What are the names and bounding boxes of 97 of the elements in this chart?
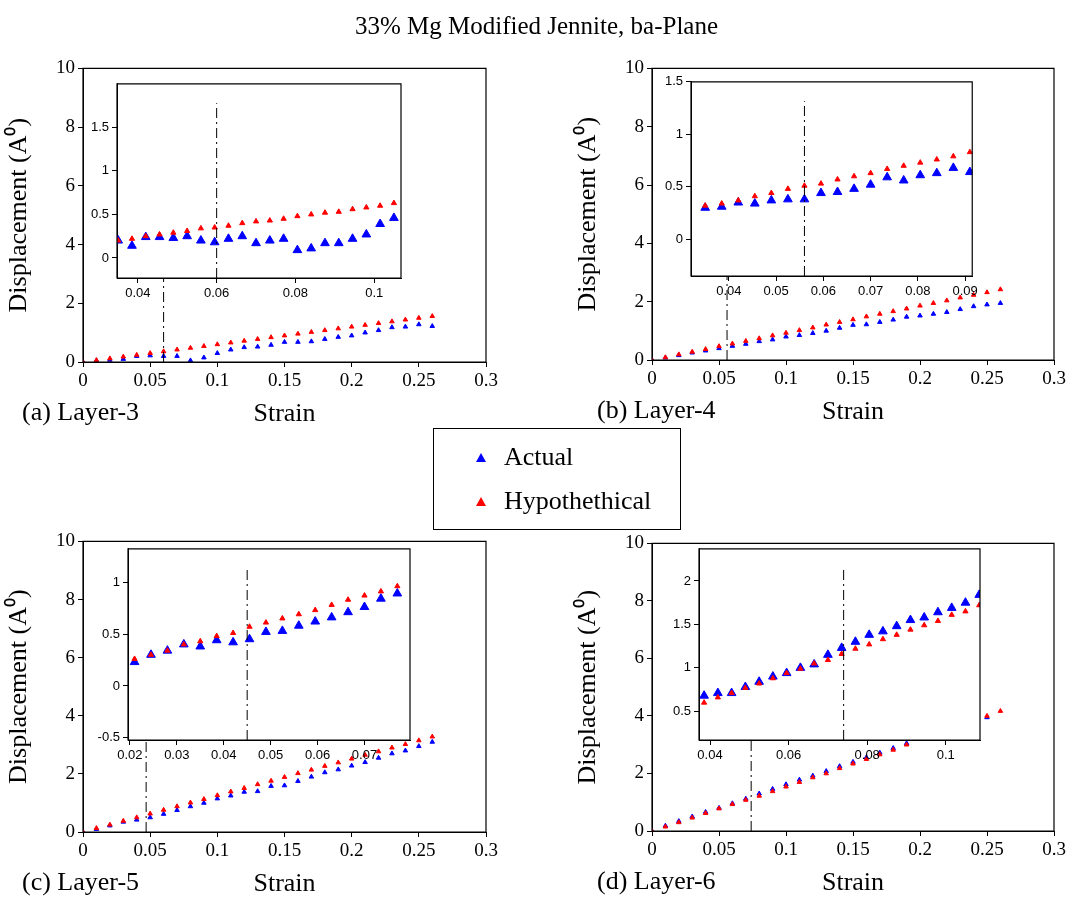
x-tick-label: 0.25 xyxy=(402,839,436,861)
y-tick-label: 10 xyxy=(625,56,644,78)
x-axis-title: Strain xyxy=(821,396,885,426)
y-tick-label: 1 xyxy=(101,162,109,178)
x-tick-label: 0.07 xyxy=(857,283,884,299)
y-tick-label: 10 xyxy=(625,531,644,553)
legend-label: Hypothethical xyxy=(504,486,652,516)
x-tick-label: 0.15 xyxy=(836,838,870,860)
x-tick-label: 0.06 xyxy=(775,747,802,763)
x-tick-label: 0.08 xyxy=(282,285,309,301)
x-tick-label: 0.1 xyxy=(774,367,798,389)
y-tick-label: 6 xyxy=(65,173,75,195)
y-tick-label: 8 xyxy=(634,114,644,136)
y-tick-label: 2 xyxy=(65,761,75,783)
y-tick-label: 0 xyxy=(634,818,644,840)
text: (a) Layer-3 xyxy=(22,397,140,426)
x-tick-label: 0.1 xyxy=(936,747,955,763)
y-tick-label: 2 xyxy=(634,289,644,311)
x-axis-title: Strain xyxy=(253,868,316,898)
y-tick-label: 1 xyxy=(112,573,120,589)
x-tick-label: 0.04 xyxy=(697,747,723,763)
y-tick-label: 0 xyxy=(634,347,644,369)
x-axis-title: Strain xyxy=(253,398,316,428)
x-tick-label: 0.3 xyxy=(474,839,498,861)
y-tick-label: 0.5 xyxy=(101,625,120,641)
y-tick-label: 6 xyxy=(634,646,644,668)
x-tick-label: 0.05 xyxy=(133,369,167,391)
y-tick-label: 1.5 xyxy=(90,118,109,134)
x-tick-label: 0.06 xyxy=(204,285,230,301)
y-axis-title: Displacement (A⁰) xyxy=(572,116,602,312)
y-tick-label: -0.5 xyxy=(97,729,120,745)
x-tick-label: 0.04 xyxy=(125,285,151,301)
x-tick-label: 0.2 xyxy=(339,369,364,391)
y-axis-title: Displacement (A⁰) xyxy=(3,589,33,784)
y-tick-label: 2 xyxy=(634,761,644,783)
x-axis-title: Strain xyxy=(821,867,885,897)
x-tick-label: 0.05 xyxy=(257,747,284,763)
x-tick-label: 0.05 xyxy=(763,283,789,299)
y-tick-label: 0 xyxy=(101,249,109,265)
x-tick-label: 0.15 xyxy=(267,839,302,861)
y-axis-title: Displacement (A⁰) xyxy=(572,589,602,785)
x-tick-label: 0.06 xyxy=(304,747,331,763)
x-tick-label: 0.25 xyxy=(402,369,436,391)
x-tick-label: 0.05 xyxy=(133,839,167,861)
x-tick-label: 0.15 xyxy=(267,369,302,391)
y-tick-label: 4 xyxy=(634,231,645,253)
y-tick-label: 10 xyxy=(56,529,75,551)
text: (b) Layer-4 xyxy=(597,395,716,424)
y-tick-label: 0 xyxy=(112,677,120,693)
y-tick-label: 8 xyxy=(634,588,644,610)
y-tick-label: 1 xyxy=(683,659,691,675)
x-tick-label: 0.1 xyxy=(205,369,230,391)
x-tick-label: 0.08 xyxy=(905,283,931,299)
x-tick-label: 0.2 xyxy=(908,838,932,860)
x-tick-label: 0.09 xyxy=(952,283,978,299)
text: (c) Layer-5 xyxy=(22,867,140,896)
y-tick-label: 8 xyxy=(65,587,75,609)
x-tick-label: 0.04 xyxy=(716,283,742,299)
x-tick-label: 0.1 xyxy=(365,285,384,301)
y-tick-label: 0 xyxy=(65,349,75,371)
y-tick-label: 2 xyxy=(65,291,75,313)
y-tick-label: 0.5 xyxy=(664,178,683,194)
x-tick-label: 0.1 xyxy=(774,838,798,860)
x-tick-label: 0.06 xyxy=(810,283,836,299)
x-tick-label: 0.1 xyxy=(205,839,230,861)
y-tick-label: 0.5 xyxy=(672,702,691,718)
legend-label: Actual xyxy=(504,442,574,472)
x-tick-label: 0.03 xyxy=(164,747,190,763)
x-tick-label: 0.3 xyxy=(1042,838,1066,860)
y-tick-label: 4 xyxy=(65,703,76,725)
x-tick-label: 0.25 xyxy=(970,838,1004,860)
x-tick-label: 0.05 xyxy=(702,367,736,389)
x-tick-label: 0.25 xyxy=(970,367,1004,389)
y-tick-label: 2 xyxy=(683,572,691,588)
y-tick-label: 1.5 xyxy=(664,73,683,89)
y-tick-label: 4 xyxy=(634,703,645,725)
x-tick-label: 0.2 xyxy=(339,839,364,861)
x-tick-label: 0.3 xyxy=(1042,367,1066,389)
y-tick-label: 6 xyxy=(65,645,75,667)
y-tick-label: 8 xyxy=(65,115,75,137)
x-tick-label: 0.05 xyxy=(702,838,736,860)
y-tick-label: 1 xyxy=(675,125,683,141)
y-tick-label: 0 xyxy=(65,819,75,841)
y-tick-label: 10 xyxy=(56,56,75,78)
y-tick-label: 6 xyxy=(634,173,644,195)
y-tick-label: 0.5 xyxy=(90,206,109,222)
y-tick-label: 0 xyxy=(675,230,683,246)
y-tick-label: 4 xyxy=(65,232,76,254)
y-axis-title: Displacement (A⁰) xyxy=(3,117,33,313)
x-tick-label: 0.3 xyxy=(474,369,498,391)
text: 33% Mg Modified Jennite, ba-Plane xyxy=(353,12,720,40)
x-tick-label: 0.15 xyxy=(836,367,870,389)
y-tick-label: 1.5 xyxy=(672,615,691,631)
text: (d) Layer-6 xyxy=(597,866,716,895)
x-tick-label: 0.2 xyxy=(908,367,932,389)
x-tick-label: 0.04 xyxy=(211,747,237,763)
x-tick-label: 0.02 xyxy=(117,747,143,763)
